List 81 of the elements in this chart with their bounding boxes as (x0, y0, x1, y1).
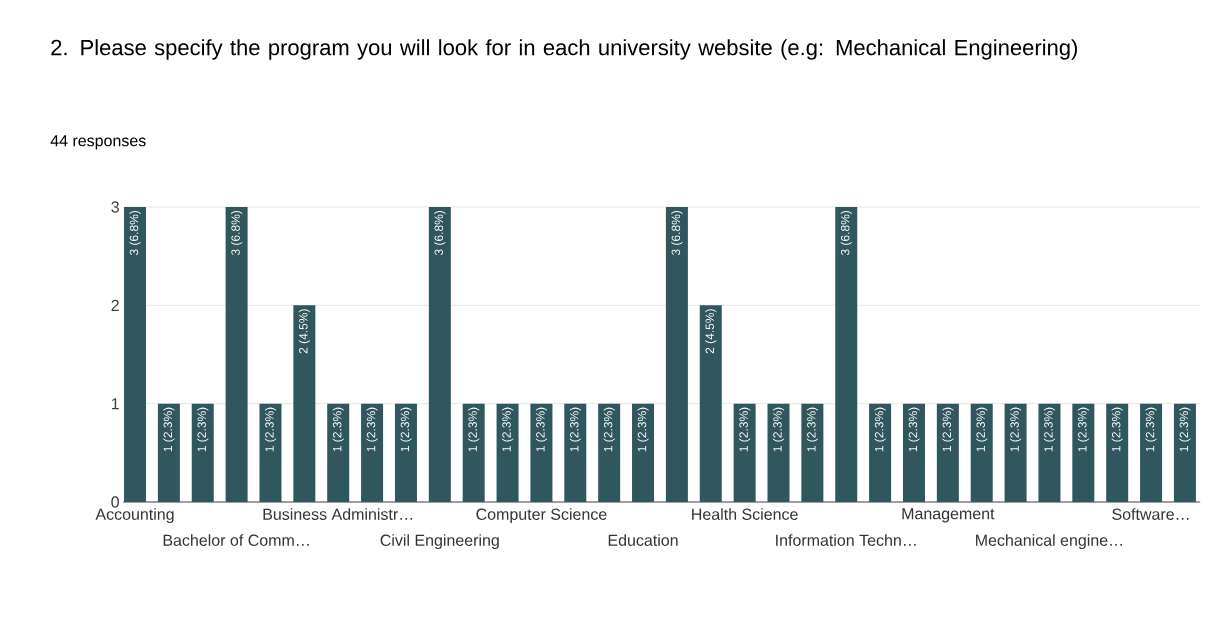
chart-subtitle: 44 responses (50, 135, 146, 150)
bar (835, 206, 858, 502)
bar (564, 403, 587, 502)
bar (1004, 403, 1027, 502)
data-label: 1 (2.3%) (1010, 407, 1022, 452)
bar (327, 403, 350, 502)
data-label: 1 (2.3%) (806, 407, 818, 452)
y-tick-label: 2 (111, 299, 119, 311)
bar (191, 403, 214, 502)
data-label: 3 (6.8%) (129, 210, 141, 256)
y-tick-label: 3 (111, 201, 119, 213)
data-label: 3 (6.8%) (231, 210, 243, 256)
bar (1140, 403, 1163, 502)
bar (259, 403, 282, 502)
x-tick-label: Accounting (95, 508, 174, 524)
data-label: 1 (2.3%) (366, 407, 378, 452)
data-label: 2 (4.5%) (705, 309, 717, 354)
bar (157, 403, 180, 502)
x-tick-label: Health Science (692, 508, 798, 520)
data-label: 1 (2.3%) (501, 407, 514, 452)
bar (936, 403, 959, 502)
x-tick-label: Management (902, 508, 995, 523)
data-label: 1 (2.3%) (400, 407, 412, 452)
bar (361, 403, 384, 502)
x-tick-label: Mechanical engine… (976, 534, 1122, 550)
data-label: 2 (4.5%) (298, 309, 310, 354)
bar (801, 403, 824, 502)
data-label: 1 (2.3%) (1179, 407, 1191, 452)
data-label: 1 (2.3%) (603, 407, 615, 452)
bar (462, 403, 485, 502)
data-label: 1 (2.3%) (468, 407, 480, 452)
bar (394, 403, 417, 502)
bar (1038, 403, 1061, 502)
chart-title: 2. Please specify the program you will look for in each university website (e.g: Mechanical Engineering) (51, 39, 1077, 60)
data-label: 1 (2.3%) (197, 407, 209, 452)
data-label: 1 (2.3%) (1111, 407, 1123, 452)
data-label: 3 (6.8%) (840, 210, 852, 256)
data-label: 1 (2.3%) (908, 407, 920, 452)
data-label: 1 (2.3%) (739, 407, 751, 452)
x-tick-label: Software… (1112, 508, 1189, 520)
x-tick-label: Computer Science (476, 508, 607, 524)
x-tick-label: Business Administr… (263, 508, 413, 520)
y-tick-label: 0 (111, 496, 119, 508)
bar (733, 403, 756, 502)
data-label: 1 (2.3%) (535, 407, 548, 452)
bar (699, 305, 722, 502)
data-label: 1 (2.3%) (1043, 407, 1056, 452)
bar (869, 403, 892, 502)
bar (428, 206, 451, 502)
data-label: 1 (2.3%) (163, 407, 175, 452)
data-label: 1 (2.3%) (1077, 407, 1089, 452)
data-label: 1 (2.3%) (942, 407, 954, 452)
bar (767, 403, 790, 502)
bar (632, 403, 655, 502)
bar (530, 403, 553, 502)
bar (902, 403, 925, 502)
bar (496, 403, 519, 502)
data-label: 1 (2.3%) (637, 407, 649, 452)
bar (124, 206, 147, 502)
bar (225, 206, 248, 502)
x-tick-label: Bachelor of Comm… (163, 534, 309, 546)
data-label: 1 (2.3%) (1145, 407, 1157, 452)
x-tick-label: Education (608, 534, 678, 546)
data-label: 3 (6.8%) (434, 210, 446, 256)
data-label: 1 (2.3%) (874, 407, 886, 452)
bar (665, 206, 688, 502)
data-label: 1 (2.3%) (569, 407, 581, 452)
data-label: 1 (2.3%) (264, 407, 277, 452)
bar (293, 305, 316, 502)
bar (1173, 403, 1196, 502)
bar (1106, 403, 1129, 502)
x-tick-label: Civil Engineering (380, 534, 499, 550)
bar (970, 403, 993, 502)
y-tick-label: 1 (111, 398, 119, 410)
bar (1072, 403, 1095, 502)
data-label: 3 (6.8%) (671, 210, 683, 256)
data-label: 1 (2.3%) (976, 407, 988, 452)
x-tick-label: Information Techn… (776, 534, 916, 546)
data-label: 1 (2.3%) (332, 407, 344, 452)
bar (598, 403, 621, 502)
data-label: 1 (2.3%) (772, 407, 785, 452)
